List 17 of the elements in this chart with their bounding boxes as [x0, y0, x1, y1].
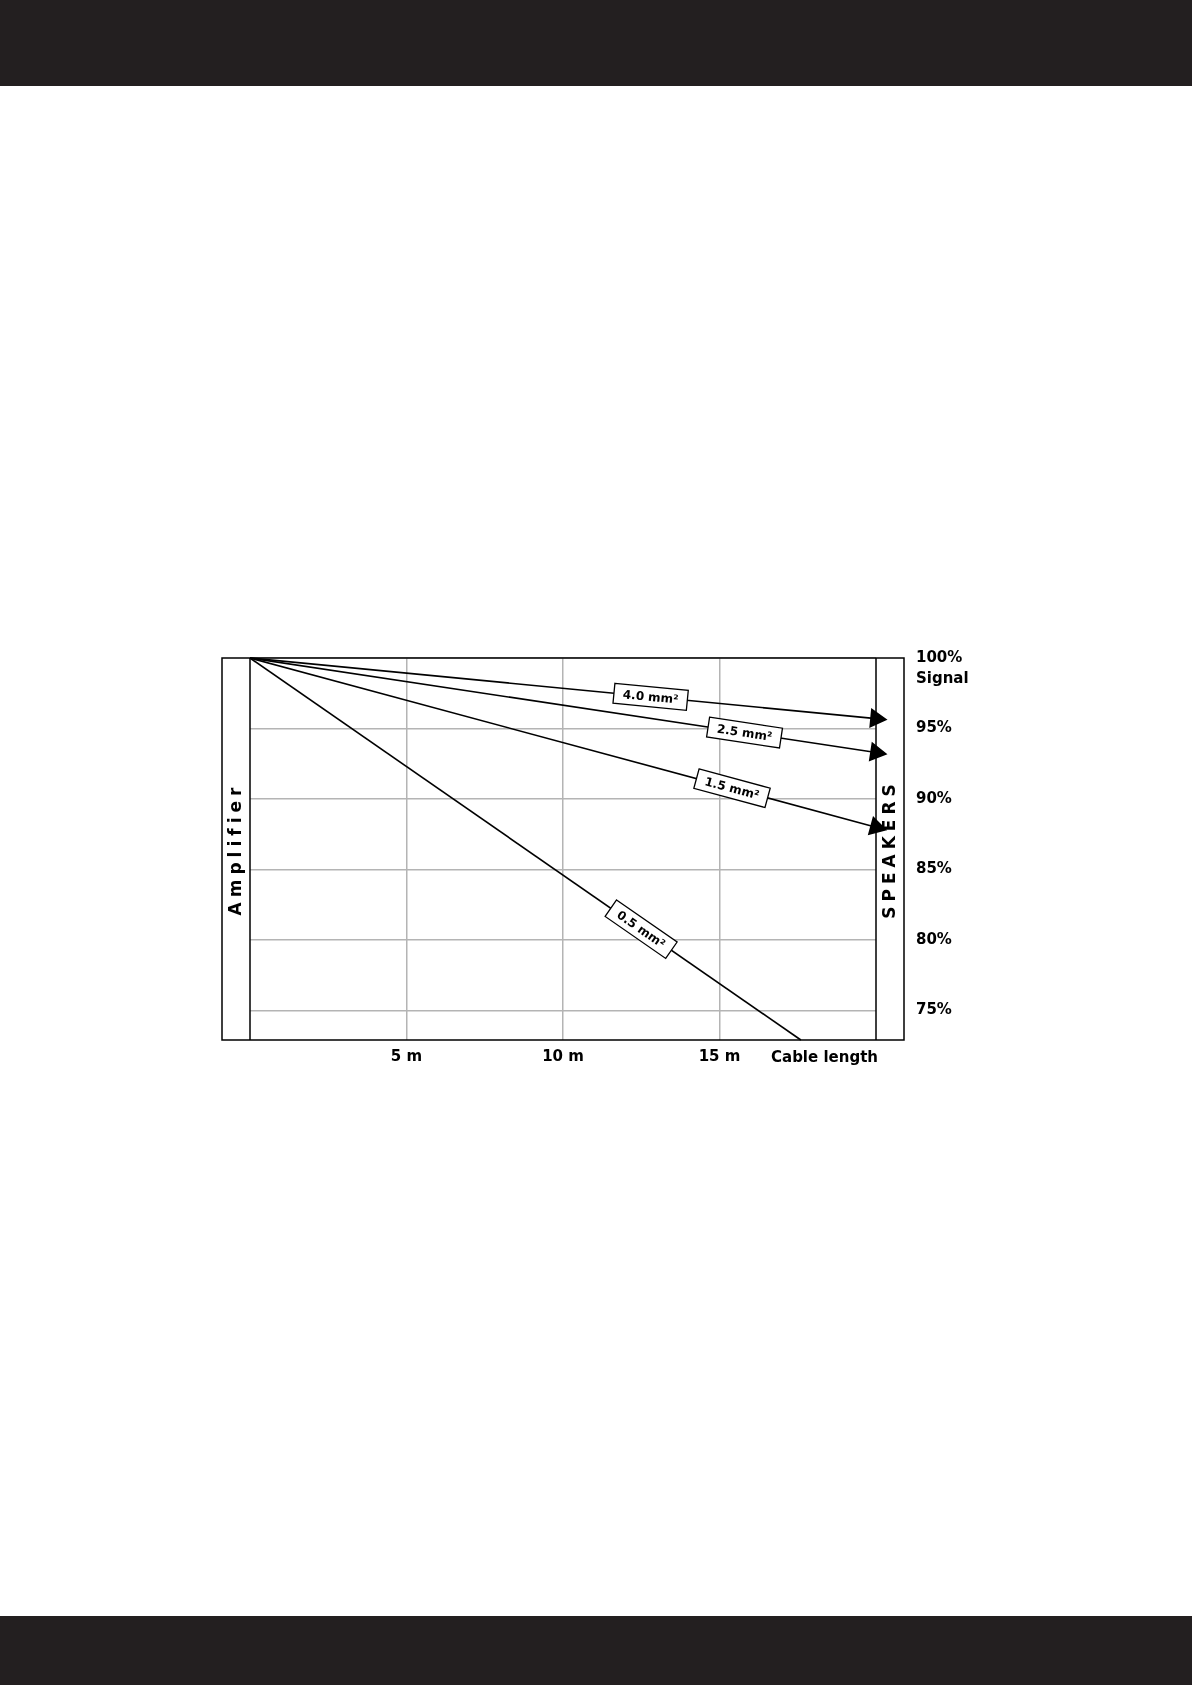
text: 4.0 mm² — [622, 687, 679, 707]
y-tick-label: 75% — [916, 1000, 952, 1019]
y-tick-label: 100% — [916, 647, 963, 666]
x-axis-title: Cable length — [771, 1048, 878, 1067]
y-tick-label: 90% — [916, 788, 952, 807]
text: 2.5 mm² — [715, 721, 774, 744]
y-tick-label: 80% — [916, 929, 952, 948]
text: Amplifier — [225, 782, 246, 916]
x-tick-label: 5 m — [390, 1046, 423, 1065]
x-tick-label: 10 m — [542, 1046, 584, 1065]
y-tick-label: 85% — [916, 859, 952, 878]
y-tick-label: 95% — [916, 718, 952, 737]
x-tick-label: 15 m — [698, 1046, 741, 1065]
y-axis-title: Signal — [916, 669, 969, 688]
text: 0.5 mm² — [614, 907, 668, 951]
text: 1.5 mm² — [703, 774, 761, 803]
text: SPEAKERS — [879, 779, 900, 919]
